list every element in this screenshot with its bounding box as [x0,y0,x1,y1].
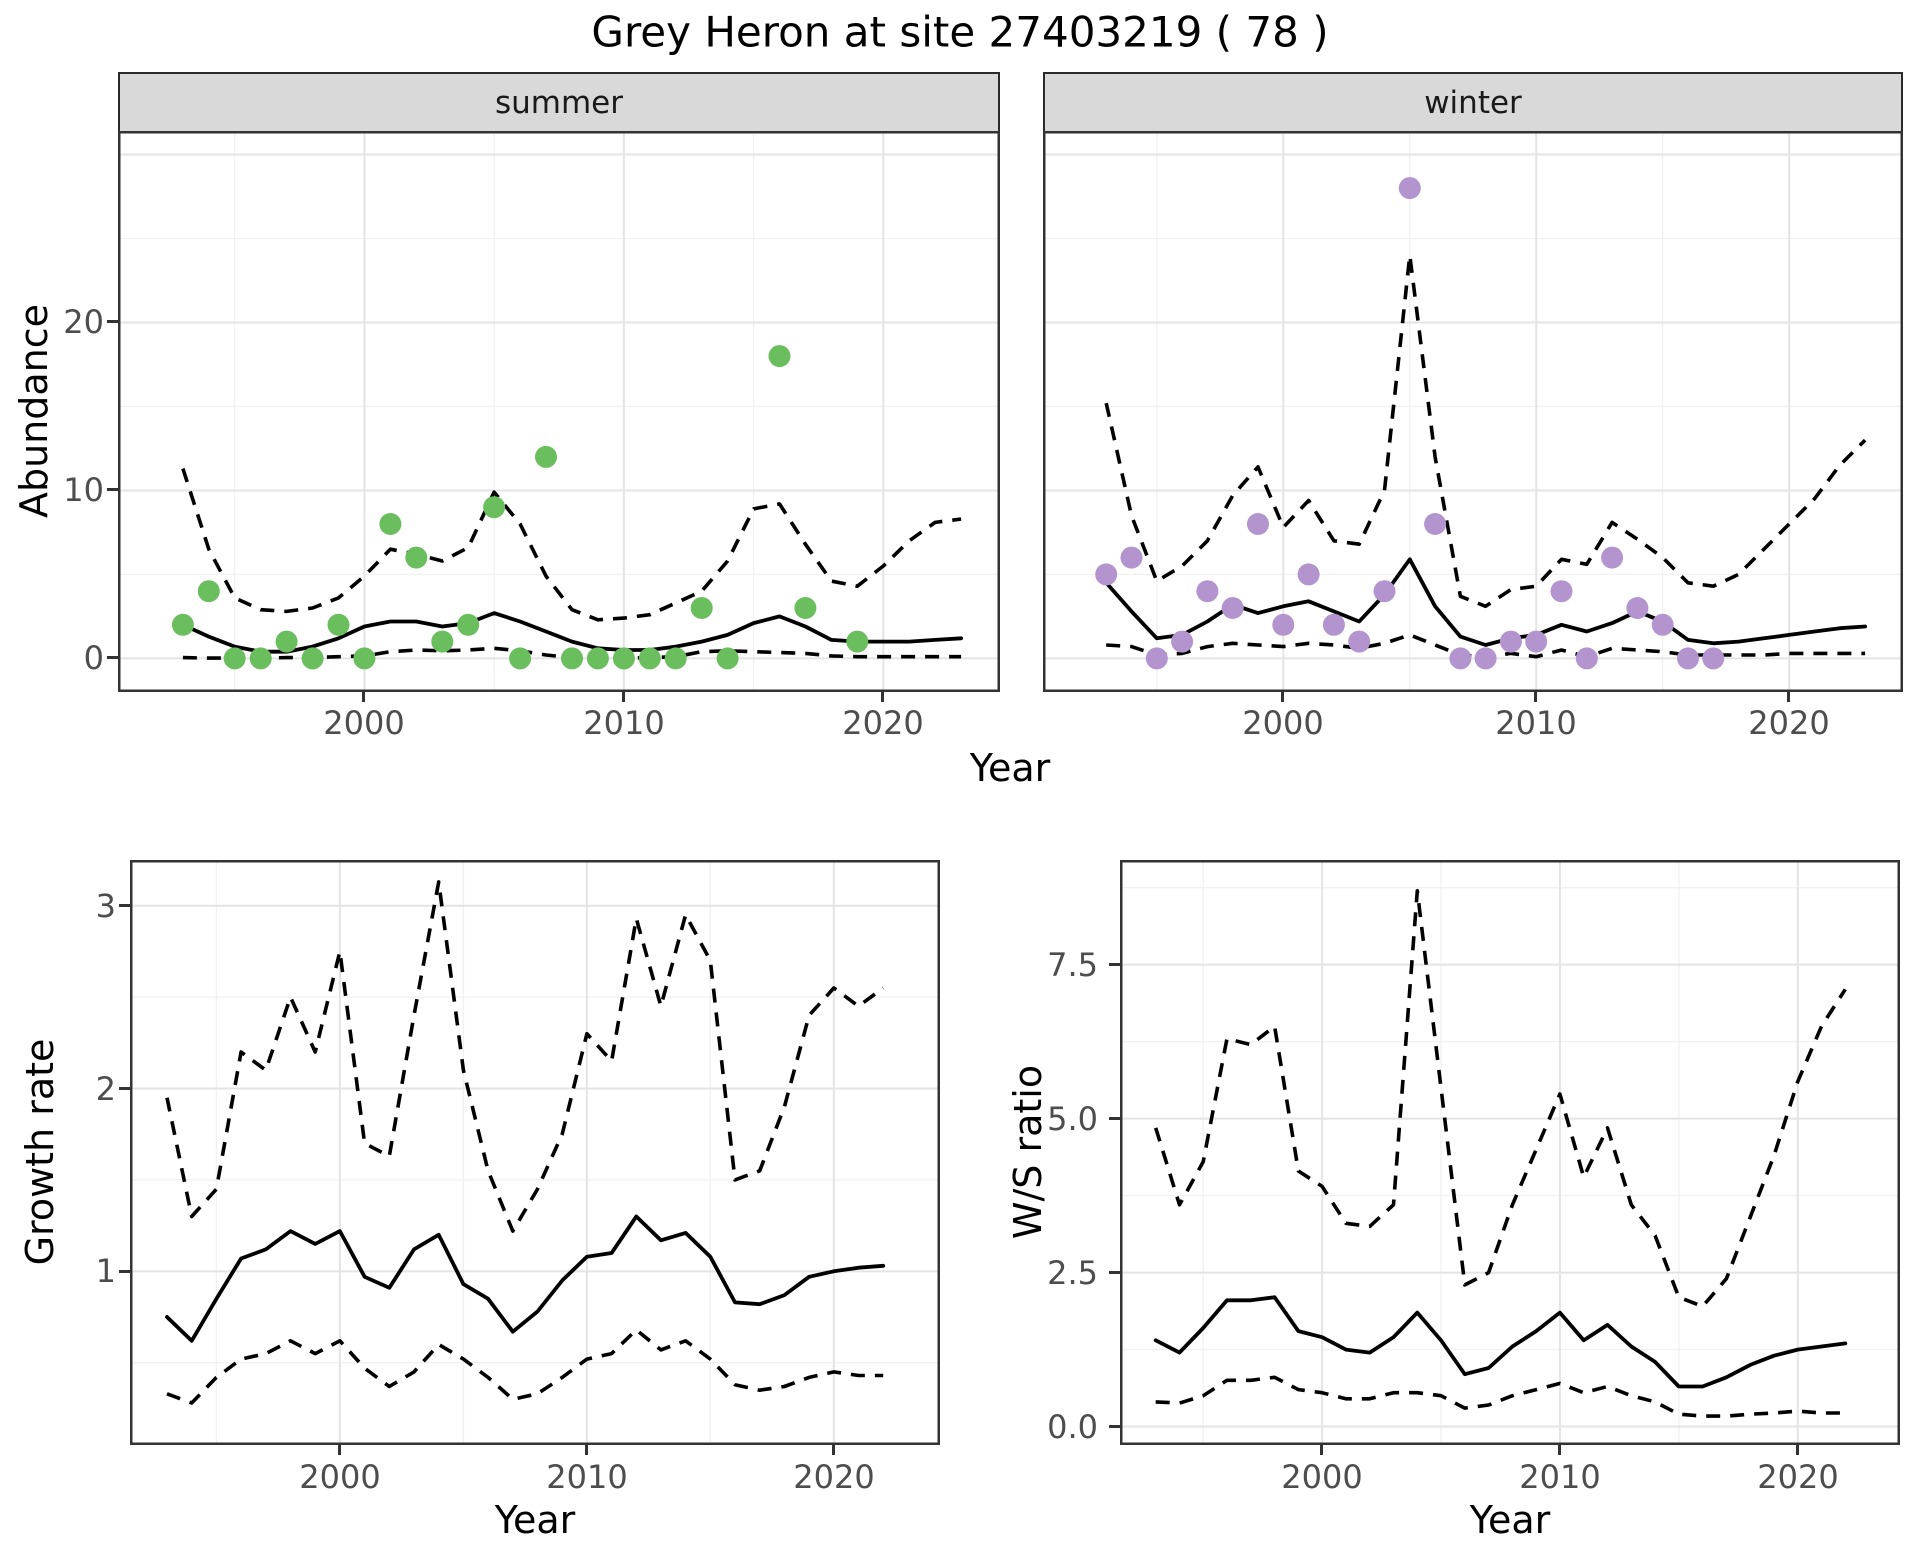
growth-ytick-2: 2 [95,1070,116,1108]
growth-ytick-1: 1 [95,1252,116,1290]
abundance-ytick-10: 10 [63,471,104,509]
tick-mark [107,488,118,491]
tick-mark [107,320,118,323]
year-axis-title-top: Year [969,746,1051,790]
summer-abundance-panel [118,131,1000,692]
ws-ytick-2.5: 2.5 [1047,1254,1098,1292]
tick-mark [1109,1425,1120,1428]
tick-mark [881,692,884,702]
growth-rate-panel [130,860,940,1445]
ws-ytick-7.5: 7.5 [1047,946,1098,984]
ws-ratio-axis-title: W/S ratio [1006,1064,1050,1240]
growth-xtick-2020: 2020 [793,1458,875,1496]
summer-xtick-2010: 2010 [583,704,665,742]
ws-xtick-2000: 2000 [1281,1458,1363,1496]
ws-ratio-panel [1120,860,1900,1445]
tick-mark [1796,1445,1799,1455]
tick-mark [338,1445,341,1455]
growth-xtick-2000: 2000 [299,1458,381,1496]
abundance-ytick-20: 20 [63,303,104,341]
tick-mark [1534,692,1537,702]
ws-ytick-0.0: 0.0 [1047,1408,1098,1446]
facet-strip-winter-label: winter [1424,84,1522,121]
winter-xtick-2010: 2010 [1495,704,1577,742]
ws-ytick-5.0: 5.0 [1047,1100,1098,1138]
winter-abundance-panel [1043,131,1903,692]
facet-strip-summer: summer [118,72,1000,133]
facet-strip-summer-label: summer [494,84,623,121]
page-title: Grey Heron at site 27403219 ( 78 ) [591,7,1329,57]
growth-rate-axis-title: Growth rate [18,1038,62,1266]
tick-mark [1281,692,1284,702]
tick-mark [832,1445,835,1455]
ws-xtick-2020: 2020 [1757,1458,1839,1496]
tick-mark [1109,1271,1120,1274]
facet-strip-winter: winter [1043,72,1903,133]
growth-xtick-2010: 2010 [546,1458,628,1496]
winter-xtick-2000: 2000 [1242,704,1324,742]
abundance-axis-title: Abundance [12,303,56,519]
growth-ytick-3: 3 [95,887,116,925]
year-axis-title-bottom-right: Year [1469,1498,1551,1542]
tick-mark [107,656,118,659]
year-axis-title-bottom-left: Year [494,1498,576,1542]
tick-mark [1558,1445,1561,1455]
winter-xtick-2020: 2020 [1748,704,1830,742]
ws-xtick-2010: 2010 [1519,1458,1601,1496]
tick-mark [1320,1445,1323,1455]
tick-mark [119,1087,130,1090]
tick-mark [1109,1117,1120,1120]
tick-mark [119,904,130,907]
summer-xtick-2000: 2000 [323,704,405,742]
tick-mark [1109,963,1120,966]
tick-mark [622,692,625,702]
summer-xtick-2020: 2020 [842,704,924,742]
abundance-ytick-0: 0 [83,639,104,677]
tick-mark [119,1270,130,1273]
tick-mark [362,692,365,702]
tick-mark [1787,692,1790,702]
tick-mark [585,1445,588,1455]
